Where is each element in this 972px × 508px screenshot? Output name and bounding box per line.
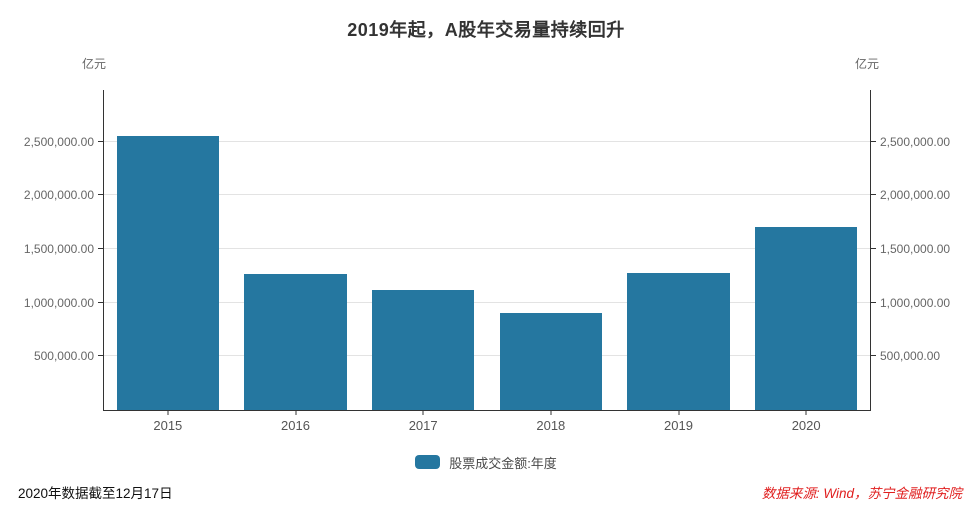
x-axis-label-2017: 2017	[408, 418, 438, 433]
y-axis-tick-right	[871, 301, 876, 303]
x-axis-label-2016: 2016	[281, 418, 310, 433]
y-axis-tick-right	[871, 140, 876, 142]
y-axis-unit-left: 亿元	[82, 57, 107, 71]
bar-2018[interactable]	[499, 313, 602, 410]
y-axis-label-left: 2,000,000.00	[23, 188, 94, 203]
y-axis-unit-right: 亿元	[855, 57, 880, 71]
legend-label: 股票成交金额:年度	[449, 455, 557, 471]
gridline	[104, 247, 870, 249]
y-axis-label-left: 2,500,000.00	[23, 134, 94, 149]
x-axis-tick	[422, 410, 424, 415]
legend-swatch	[415, 455, 441, 469]
bar-2017[interactable]	[372, 289, 475, 410]
gridline	[104, 355, 870, 357]
x-axis-label-2019: 2019	[664, 418, 693, 433]
y-axis-label-right: 1,000,000.00	[880, 295, 951, 310]
x-axis-tick	[805, 410, 807, 415]
y-axis-label-left: 1,000,000.00	[23, 295, 94, 310]
x-axis-label-2015: 2015	[153, 418, 183, 433]
y-axis-tick-left	[98, 301, 103, 303]
plot-area: 500,000.00 500,000.00 1,000,000.00 1,000,00…	[24, 90, 950, 433]
y-axis-label-right: 2,000,000.00	[880, 188, 951, 203]
data-source-note: 数据来源: Wind，苏宁金融研究院	[761, 486, 962, 501]
y-axis-label-left: 500,000.00	[33, 349, 94, 364]
y-axis-tick-left	[98, 194, 103, 196]
x-axis-label-2018: 2018	[536, 418, 566, 433]
y-axis-tick-right	[871, 355, 876, 357]
x-axis-tick	[167, 410, 169, 415]
x-axis-tick	[678, 410, 679, 415]
y-axis-tick-left	[98, 355, 103, 357]
bar-2015[interactable]	[116, 136, 219, 410]
bar-2020[interactable]	[755, 227, 858, 410]
y-axis-label-right: 500,000.00	[880, 349, 941, 364]
y-axis-tick-left	[98, 140, 103, 142]
y-axis-label-right: 2,500,000.00	[880, 134, 951, 149]
gridline	[104, 140, 870, 142]
data-cutoff-note: 2020年数据截至12月17日	[18, 486, 173, 501]
x-axis-tick	[550, 410, 552, 415]
y-axis-tick-left	[98, 247, 103, 249]
x-axis-tick	[295, 410, 296, 415]
y-axis-tick-right	[871, 194, 876, 196]
y-axis-tick-right	[871, 247, 876, 249]
gridline	[104, 194, 870, 196]
bar-2016[interactable]	[244, 273, 347, 410]
y-axis-label-left: 1,500,000.00	[23, 241, 94, 256]
gridline	[104, 301, 870, 303]
legend-item-trading-amount[interactable]: 股票成交金额:年度	[0, 452, 972, 472]
bar-2019[interactable]	[627, 273, 730, 410]
y-axis-label-right: 1,500,000.00	[880, 241, 951, 256]
chart-title: 2019年起，A股年交易量持续回升	[347, 20, 625, 40]
x-axis-label-2020: 2020	[791, 418, 821, 433]
